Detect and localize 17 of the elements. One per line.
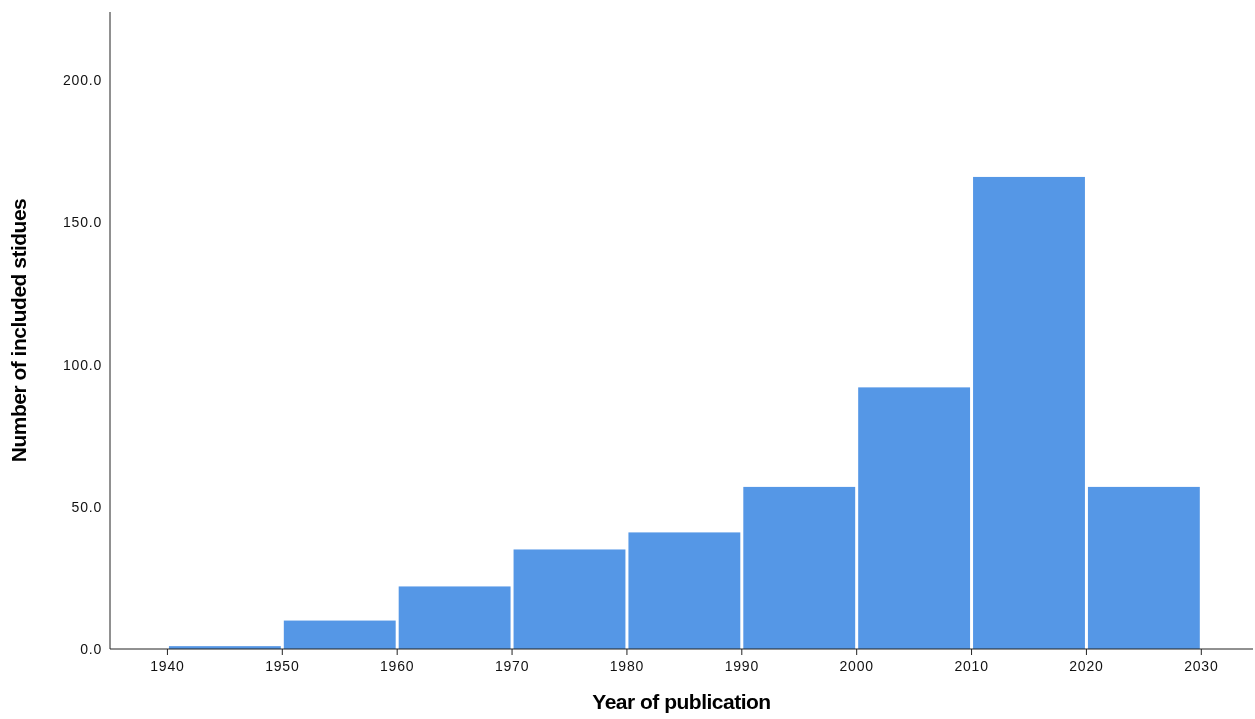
y-tick-label: 50.0	[71, 498, 102, 515]
y-axis-title: Number of included stidues	[7, 198, 30, 463]
x-tick-label: 2030	[1184, 658, 1219, 674]
x-tick-label: 1960	[380, 658, 415, 674]
x-axis-title: Year of publication	[592, 690, 771, 713]
x-tick-label: 1940	[150, 658, 185, 674]
y-tick-label: 0.0	[80, 640, 102, 657]
x-tick-label: 1990	[724, 658, 759, 674]
y-tick-label: 100.0	[62, 356, 102, 373]
y-tick-label: 200.0	[62, 72, 102, 89]
x-tick-label: 1970	[494, 658, 530, 674]
x-tick-label: 2000	[839, 658, 874, 674]
x-tick-label: 2020	[1069, 658, 1104, 674]
x-tick-label: 1950	[265, 658, 300, 674]
y-tick-label: 150.0	[62, 214, 102, 231]
x-tick-label: 2010	[954, 658, 989, 674]
x-tick-label: 1980	[609, 658, 645, 674]
